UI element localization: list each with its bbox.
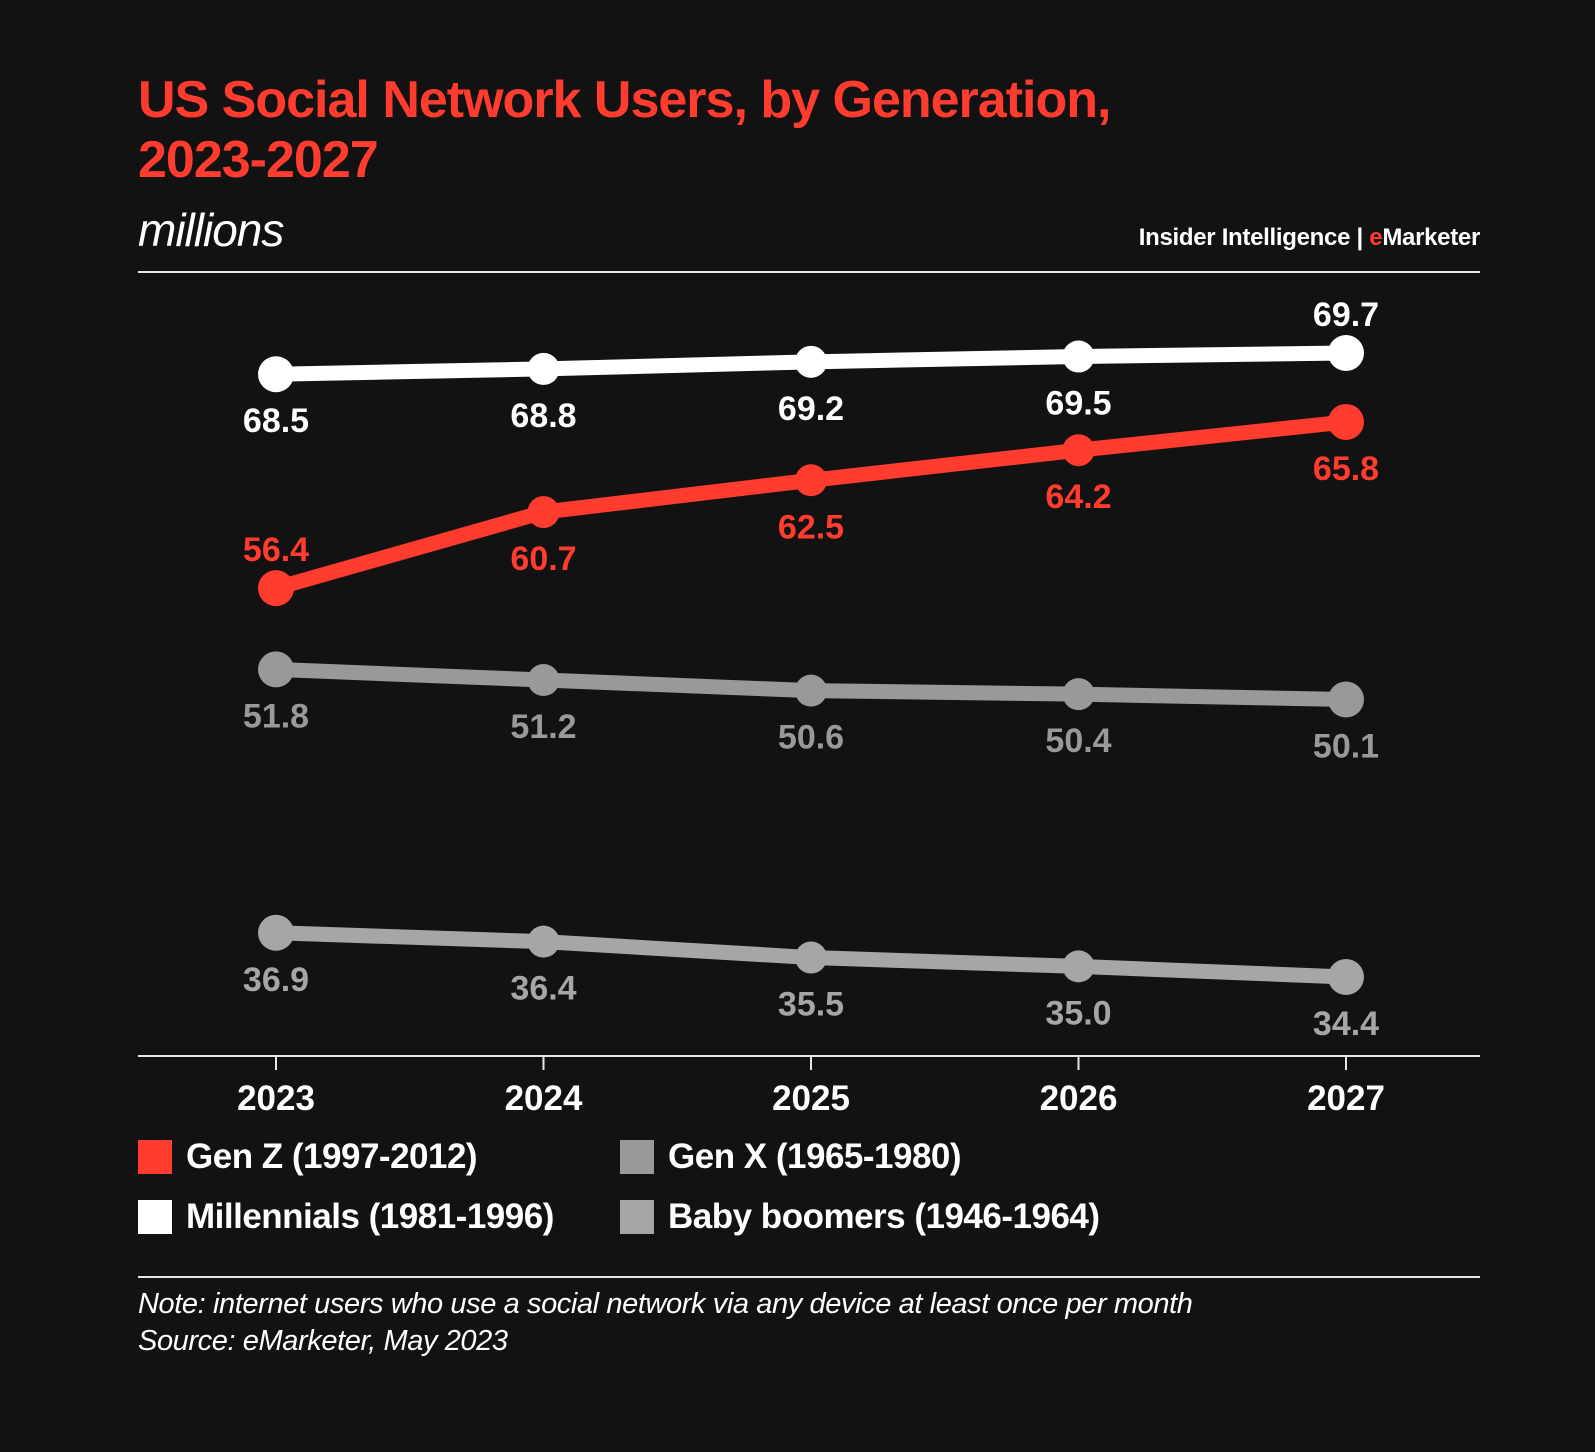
data-point — [258, 651, 294, 688]
legend-label: Baby boomers (1946-1964) — [668, 1197, 1100, 1236]
note-text: Note: internet users who use a social ne… — [138, 1288, 1193, 1320]
brand-logo: Insider Intelligence | eMarketer — [1138, 224, 1481, 252]
source-text: Source: eMarketer, May 2023 — [138, 1325, 508, 1357]
data-point — [795, 345, 827, 378]
x-tick-label: 2025 — [772, 1079, 850, 1118]
x-tick-label: 2024 — [505, 1079, 583, 1118]
data-label: 64.2 — [1045, 478, 1111, 516]
series-gen-z: 56.4 60.7 62.5 64.2 65.8 — [243, 403, 1379, 607]
data-point — [527, 664, 560, 697]
chart-title-line-2: 2023-2027 — [138, 131, 379, 189]
data-label: 35.5 — [778, 986, 844, 1024]
data-label: 60.7 — [510, 540, 576, 578]
legend-item-millennials: Millennials (1981-1996) — [138, 1198, 620, 1236]
data-point — [1328, 335, 1364, 371]
data-point — [1062, 678, 1095, 711]
data-point — [795, 464, 827, 497]
chart-title: US Social Network Users, by Generation, … — [138, 70, 1338, 190]
data-point — [795, 674, 827, 707]
data-label: 68.8 — [510, 397, 576, 435]
series-line — [273, 414, 1347, 596]
chart-footnote: Note: internet users who use a social ne… — [138, 1286, 1193, 1360]
data-label: 50.6 — [778, 719, 844, 757]
chart-subtitle: millions — [138, 204, 284, 256]
data-point — [1062, 340, 1095, 373]
data-label: 51.2 — [510, 708, 576, 746]
data-point — [1328, 959, 1364, 995]
data-point — [527, 496, 560, 529]
legend-item-baby-boomers: Baby boomers (1946-1964) — [620, 1198, 1100, 1236]
x-tick-label: 2027 — [1307, 1079, 1385, 1118]
series-baby-boomers: 36.9 36.4 35.5 35.0 34.4 — [243, 914, 1379, 1043]
legend-label: Gen X (1965-1980) — [668, 1137, 962, 1176]
data-label: 62.5 — [778, 508, 844, 546]
data-point — [258, 914, 294, 951]
x-tick-label: 2023 — [237, 1079, 315, 1118]
data-point — [258, 356, 294, 393]
data-label: 34.4 — [1313, 1005, 1379, 1043]
legend-swatch-gen-z — [138, 1140, 172, 1174]
data-label: 69.2 — [778, 390, 844, 428]
data-point — [1328, 681, 1364, 718]
data-label: 69.7 — [1313, 296, 1379, 334]
data-label: 36.9 — [243, 961, 309, 999]
data-label: 69.5 — [1045, 385, 1111, 423]
legend-item-gen-x: Gen X (1965-1980) — [620, 1138, 1100, 1176]
data-point — [1062, 434, 1095, 467]
data-point — [258, 570, 294, 607]
data-label: 68.5 — [243, 402, 309, 440]
legend-swatch-millennials — [138, 1200, 172, 1234]
data-label: 50.1 — [1313, 727, 1379, 765]
data-label: 56.4 — [243, 531, 309, 569]
data-label: 51.8 — [243, 697, 309, 735]
data-point — [795, 941, 827, 974]
x-tick-label: 2026 — [1040, 1079, 1118, 1118]
legend-label: Gen Z (1997-2012) — [186, 1137, 478, 1176]
data-point — [1328, 403, 1364, 440]
data-label: 35.0 — [1045, 994, 1111, 1032]
data-label: 65.8 — [1313, 450, 1379, 488]
data-label: 50.4 — [1045, 722, 1111, 760]
data-point — [1062, 950, 1095, 983]
series-gen-x: 51.8 51.2 50.6 50.4 50.1 — [243, 651, 1379, 765]
footer-divider — [138, 1276, 1480, 1278]
header-divider — [138, 271, 1480, 273]
line-chart: 2023 2024 2025 2026 2027 36.9 36.4 35.5 35.0 34.4… — [138, 296, 1480, 1118]
legend-swatch-gen-x — [620, 1140, 654, 1174]
data-point — [527, 352, 560, 385]
brand-name: Insider Intelligence | — [1138, 224, 1370, 251]
legend-swatch-baby-boomers — [620, 1200, 654, 1234]
series-millennials: 68.5 68.8 69.2 69.5 69.7 — [243, 296, 1379, 440]
chart-legend: Gen Z (1997-2012) Gen X (1965-1980) Mill… — [138, 1138, 1100, 1236]
brand-accent: e — [1369, 224, 1383, 251]
data-point — [527, 925, 560, 958]
legend-item-gen-z: Gen Z (1997-2012) — [138, 1138, 620, 1176]
chart-title-line-1: US Social Network Users, by Generation, — [138, 71, 1111, 129]
legend-label: Millennials (1981-1996) — [186, 1197, 554, 1236]
data-label: 36.4 — [510, 970, 576, 1008]
brand-name-suffix: Marketer — [1382, 224, 1480, 251]
